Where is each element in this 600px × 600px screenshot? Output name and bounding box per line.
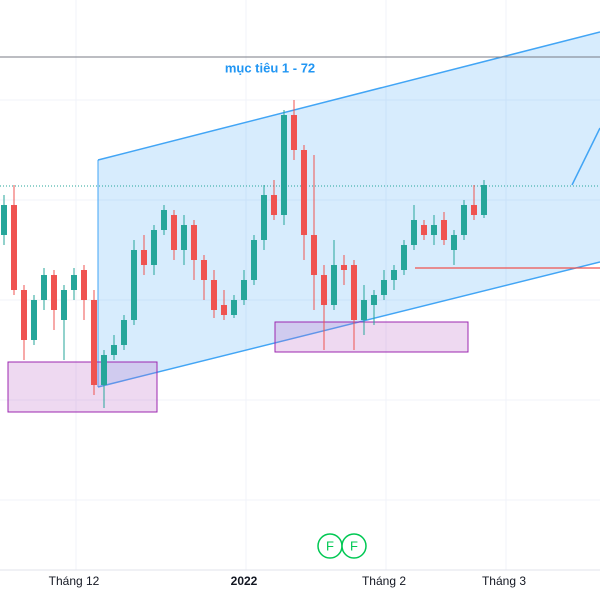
candle-body xyxy=(381,280,387,295)
channel-upper xyxy=(97,31,600,161)
zone-box xyxy=(7,361,158,413)
candle-body xyxy=(171,215,177,250)
candle-body xyxy=(181,225,187,250)
candle-body xyxy=(71,275,77,290)
x-tick-label: Tháng 3 xyxy=(482,574,526,588)
x-tick-label: Tháng 2 xyxy=(362,574,406,588)
candle-body xyxy=(101,355,107,385)
candle-body xyxy=(231,300,237,315)
candle-body xyxy=(161,210,167,230)
candle-body xyxy=(221,305,227,315)
candle-body xyxy=(421,225,427,235)
candle-body xyxy=(461,205,467,235)
candle-body xyxy=(11,205,17,290)
candle-body xyxy=(31,300,37,340)
candle-body xyxy=(151,230,157,265)
channel-lower xyxy=(97,261,600,388)
candle-body xyxy=(141,250,147,265)
candle-body xyxy=(21,290,27,340)
candle-body xyxy=(111,345,117,355)
candle-body xyxy=(481,185,487,215)
candle-body xyxy=(191,225,197,260)
candle-body xyxy=(361,300,367,320)
candle-body xyxy=(401,245,407,270)
candle-body xyxy=(351,265,357,320)
candle-body xyxy=(281,115,287,215)
candle-body xyxy=(121,320,127,345)
candle-body xyxy=(371,295,377,305)
candle-body xyxy=(451,235,457,250)
candle-body xyxy=(391,270,397,280)
candle-body xyxy=(211,280,217,310)
candle-body xyxy=(471,205,477,215)
marker-label: F xyxy=(350,538,358,553)
candle-body xyxy=(91,300,97,385)
candle-body xyxy=(51,275,57,310)
candle-body xyxy=(311,235,317,275)
candles xyxy=(1,100,487,408)
candle-body xyxy=(431,225,437,235)
marker-label: F xyxy=(326,538,334,553)
candle-body xyxy=(341,265,347,270)
candle-body xyxy=(411,220,417,245)
candle-body xyxy=(131,250,137,320)
candle-body xyxy=(331,265,337,305)
candle-body xyxy=(201,260,207,280)
marker-circle xyxy=(341,533,367,559)
candle-body xyxy=(61,290,67,320)
zone-box xyxy=(274,321,469,353)
candle-body xyxy=(291,115,297,150)
candle-body xyxy=(1,205,7,235)
candle-body xyxy=(261,195,267,240)
annotation: mục tiêu 1 - 72 xyxy=(225,60,315,75)
x-tick-label: Tháng 12 xyxy=(49,574,100,588)
candle-body xyxy=(81,270,87,300)
candle-body xyxy=(301,150,307,235)
x-tick-label: 2022 xyxy=(231,574,258,588)
candle-body xyxy=(271,195,277,215)
candle-body xyxy=(241,280,247,300)
candle-body xyxy=(441,220,447,240)
candle-body xyxy=(321,275,327,305)
candle-body xyxy=(251,240,257,280)
background-grid xyxy=(0,0,600,570)
candle-body xyxy=(41,275,47,300)
projection-line xyxy=(571,127,600,186)
